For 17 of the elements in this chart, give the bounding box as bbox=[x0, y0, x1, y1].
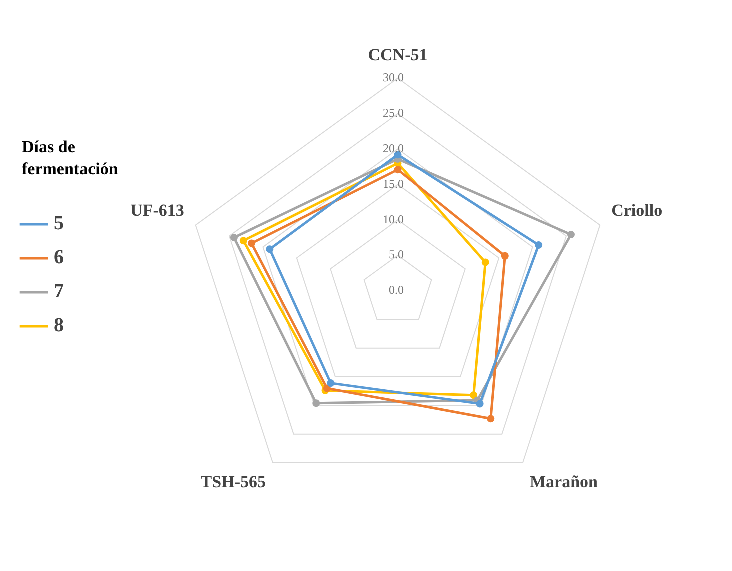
spoke-label: CCN-51 bbox=[368, 46, 428, 65]
legend-label: 5 bbox=[54, 212, 64, 235]
legend-label: 6 bbox=[54, 246, 64, 269]
y-tick-label: 25.0 bbox=[383, 106, 404, 120]
spoke-label: Criollo bbox=[612, 200, 663, 220]
legend-label: 8 bbox=[54, 314, 64, 337]
spoke-label: Marañon bbox=[530, 472, 599, 492]
y-tick-label: 0.0 bbox=[389, 283, 404, 298]
spoke-label: UF-613 bbox=[130, 200, 184, 220]
y-tick-label: 15.0 bbox=[383, 176, 404, 191]
legend-label: 7 bbox=[54, 280, 64, 303]
y-tick-label: 5.0 bbox=[389, 248, 404, 262]
legend-title: Días de fermentación bbox=[22, 138, 119, 178]
y-tick-label: 10.0 bbox=[383, 212, 404, 226]
spoke-label: TSH-565 bbox=[200, 472, 266, 492]
y-tick-label: 20.0 bbox=[383, 141, 404, 156]
y-tick-label: 30.0 bbox=[383, 70, 404, 85]
